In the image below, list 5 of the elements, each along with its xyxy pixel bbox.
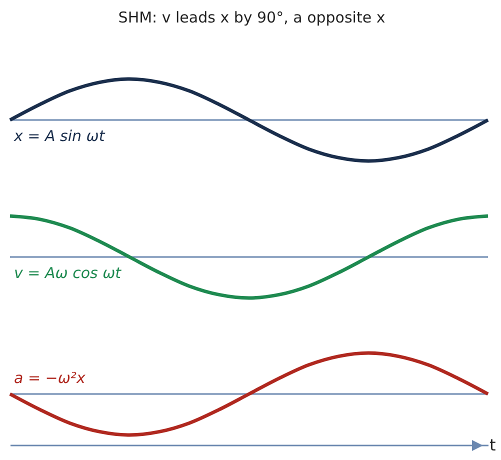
series-label: x = A sin ωt <box>13 127 106 145</box>
x-axis-title: t <box>490 436 496 454</box>
chart-title: SHM: v leads x by 90°, a opposite x <box>118 8 386 26</box>
series-label: a = −ω²x <box>14 369 86 387</box>
series-label: v = Aω cos ωt <box>14 264 122 282</box>
